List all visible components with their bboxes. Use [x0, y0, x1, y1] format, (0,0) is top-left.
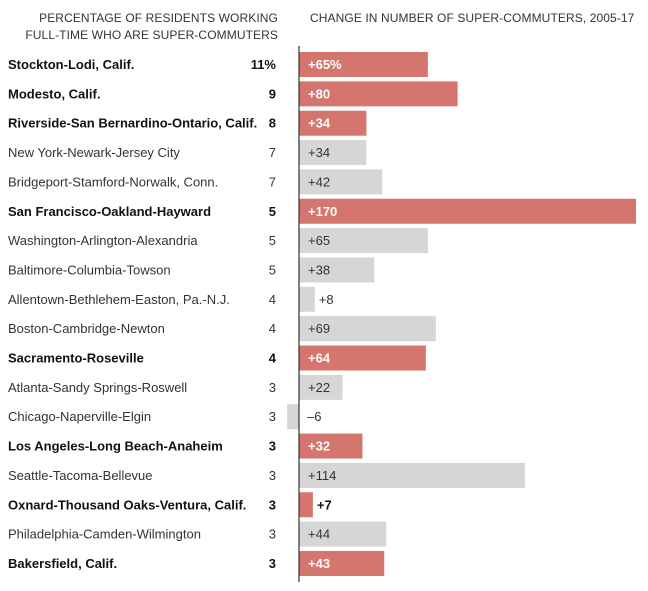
change-bar	[299, 81, 458, 107]
change-value-label: +64	[308, 351, 331, 366]
change-value-label: +80	[308, 86, 330, 101]
row-percentage: 7	[269, 174, 276, 189]
change-bar	[287, 404, 299, 430]
row-label: Allentown-Bethlehem-Easton, Pa.-N.J.	[8, 292, 230, 307]
change-value-label: +65	[308, 233, 330, 248]
row-percentage: 3	[269, 497, 276, 512]
row-percentage: 3	[269, 380, 276, 395]
change-value-label: +34	[308, 116, 331, 131]
change-bar	[299, 433, 363, 459]
row-percentage: 8	[269, 116, 276, 131]
right-column-header: CHANGE IN NUMBER OF SUPER-COMMUTERS, 200…	[310, 11, 635, 25]
change-bar	[299, 550, 385, 576]
change-bar	[299, 345, 426, 371]
change-value-label: +65%	[308, 57, 342, 72]
row-percentage: 11%	[251, 57, 277, 72]
row-label: Stockton-Lodi, Calif.	[8, 57, 134, 72]
change-value-label: +8	[319, 292, 334, 307]
row-label: Chicago-Naperville-Elgin	[8, 409, 151, 424]
row-label: Sacramento-Roseville	[8, 351, 144, 366]
change-value-label: –6	[307, 409, 321, 424]
row-label: San Francisco-Oakland-Hayward	[8, 204, 211, 219]
change-bar	[299, 374, 343, 400]
row-percentage: 3	[269, 468, 276, 483]
change-bar	[299, 257, 375, 283]
row-percentage: 3	[269, 439, 276, 454]
change-value-label: +114	[308, 468, 336, 483]
row-percentage: 3	[269, 556, 276, 571]
change-value-label: +32	[308, 439, 330, 454]
change-bar	[299, 316, 436, 342]
row-percentage: 5	[269, 204, 276, 219]
change-value-label: +42	[308, 174, 330, 189]
row-percentage: 5	[269, 233, 276, 248]
row-percentage: 7	[269, 145, 276, 160]
change-value-label: +38	[308, 262, 330, 277]
change-bar	[299, 492, 313, 518]
row-percentage: 5	[269, 262, 276, 277]
row-label: Philadelphia-Camden-Wilmington	[8, 527, 201, 542]
row-label: Modesto, Calif.	[8, 86, 100, 101]
row-label: Washington-Arlington-Alexandria	[8, 233, 198, 248]
row-label: Bakersfield, Calif.	[8, 556, 117, 571]
change-bar	[299, 198, 636, 224]
change-bar	[299, 140, 367, 166]
row-label: Los Angeles-Long Beach-Anaheim	[8, 439, 223, 454]
row-label: Atlanta-Sandy Springs-Roswell	[8, 380, 187, 395]
change-value-label: +7	[317, 497, 332, 512]
row-label: Boston-Cambridge-Newton	[8, 321, 165, 336]
row-percentage: 3	[269, 409, 276, 424]
change-bar	[299, 286, 315, 312]
change-value-label: +44	[308, 527, 330, 542]
row-percentage: 3	[269, 527, 276, 542]
row-label: New York-Newark-Jersey City	[8, 145, 180, 160]
change-value-label: +34	[308, 145, 330, 160]
change-bar	[299, 110, 367, 136]
row-label: Bridgeport-Stamford-Norwalk, Conn.	[8, 174, 218, 189]
row-percentage: 4	[269, 321, 276, 336]
change-bar	[299, 52, 428, 77]
change-value-label: +69	[308, 321, 330, 336]
row-label: Seattle-Tacoma-Bellevue	[8, 468, 153, 483]
change-bar	[299, 169, 383, 195]
row-percentage: 9	[269, 86, 276, 101]
row-percentage: 4	[269, 292, 276, 307]
change-value-label: +22	[308, 380, 330, 395]
change-value-label: +170	[308, 204, 337, 219]
row-label: Riverside-San Bernardino-Ontario, Calif.	[8, 116, 257, 131]
row-label: Baltimore-Columbia-Towson	[8, 262, 171, 277]
change-value-label: +43	[308, 556, 330, 571]
left-column-header: PERCENTAGE OF RESIDENTS WORKING FULL-TIM…	[25, 11, 278, 42]
change-bar	[299, 462, 525, 488]
change-bar	[299, 228, 428, 254]
row-label: Oxnard-Thousand Oaks-Ventura, Calif.	[8, 497, 246, 512]
row-percentage: 4	[269, 351, 277, 366]
change-bar	[299, 521, 387, 547]
